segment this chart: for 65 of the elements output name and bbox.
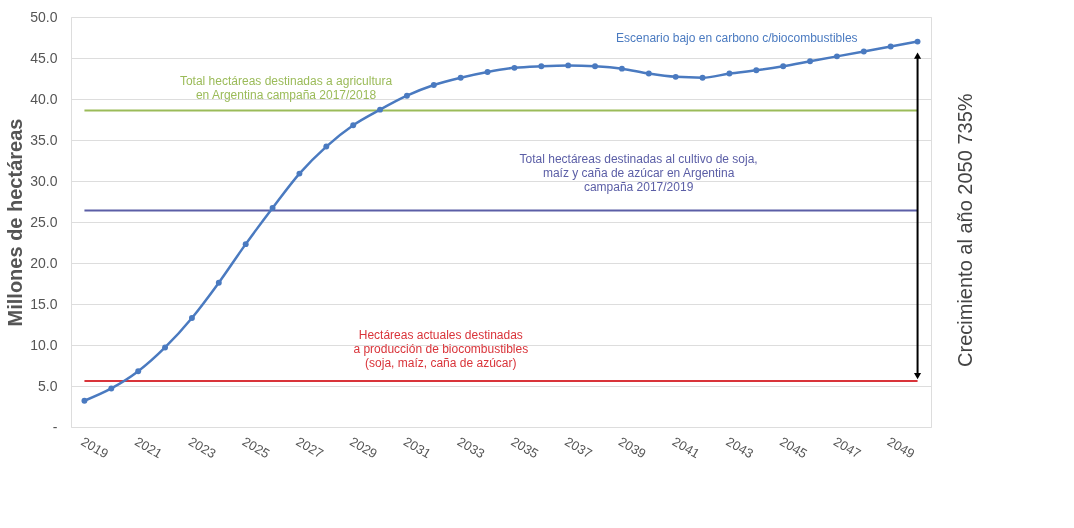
point: [753, 67, 760, 74]
point: [457, 74, 464, 81]
x-tick-label: 2027: [293, 433, 326, 462]
point: [914, 38, 921, 45]
point: [833, 53, 840, 60]
ref-line-label: Total hectáreas destinadas al cultivo de soja, maíz y caña de azúcar en Argentina campaña 2017/2019: [519, 152, 758, 195]
y-tick-label: 40.0: [30, 90, 58, 107]
x-tick-label: 2049: [884, 433, 918, 462]
x-tick-label: 2043: [723, 433, 756, 462]
point: [618, 65, 625, 72]
point: [403, 92, 410, 99]
y-tick-label: 45.0: [30, 49, 58, 66]
point: [135, 368, 142, 375]
point: [430, 82, 437, 89]
x-tick-label: 2037: [562, 433, 595, 462]
y-axis-title: Millones de hectáreas: [4, 118, 27, 327]
point: [215, 279, 222, 286]
y-tick-label: 25.0: [30, 213, 58, 230]
y-tick-label: 10.0: [30, 336, 58, 353]
y-tick-label: 30.0: [30, 172, 58, 189]
y-tick-label: 5.0: [38, 377, 58, 394]
y-tick-label: 20.0: [30, 254, 58, 271]
series-label: Escenario bajo en carbono c/biocombustibles: [616, 30, 858, 45]
point: [645, 70, 652, 77]
point: [538, 63, 545, 70]
x-tick-label: 2041: [669, 433, 703, 462]
point: [565, 62, 572, 69]
x-tick-label: 2023: [185, 433, 219, 462]
point: [780, 63, 787, 70]
point: [323, 143, 330, 150]
y-tick-label: 50.0: [30, 8, 58, 25]
point: [296, 170, 303, 177]
point: [672, 73, 679, 80]
point: [860, 48, 867, 55]
point: [269, 205, 276, 212]
point: [807, 58, 814, 65]
x-tick-label: 2033: [454, 433, 488, 462]
x-tick-label: 2039: [615, 433, 649, 462]
ref-line-label: Total hectáreas destinadas a agricultura en Argentina campaña 2017/2018: [179, 73, 393, 102]
x-tick-label: 2031: [400, 433, 434, 462]
x-tick-label: 2045: [777, 433, 810, 462]
y-tick-label: -: [52, 418, 58, 435]
point: [592, 63, 599, 70]
point: [699, 74, 706, 81]
point: [726, 70, 733, 77]
text: Crecimiento al año 2050 735%: [954, 93, 976, 367]
x-tick-label: 2019: [78, 433, 111, 462]
y-tick-label: 15.0: [30, 295, 58, 312]
x-tick-label: 2029: [347, 433, 380, 462]
x-tick-label: 2021: [132, 433, 165, 462]
y-tick-label: 35.0: [30, 131, 58, 148]
x-tick-label: 2035: [508, 433, 541, 462]
x-tick-label: 2025: [239, 433, 273, 462]
point: [350, 122, 357, 129]
point: [108, 385, 115, 392]
point: [188, 314, 195, 321]
point: [162, 344, 169, 351]
point: [484, 68, 491, 75]
point: [511, 64, 518, 71]
ref-line-label: Hectáreas actuales destinadas a producción de biocombustibles (soja, maíz, caña de azúcar): [353, 327, 529, 370]
point: [242, 241, 249, 248]
point: [377, 106, 384, 113]
x-tick-label: 2047: [830, 433, 864, 462]
point: [887, 43, 894, 50]
point: [81, 397, 88, 404]
